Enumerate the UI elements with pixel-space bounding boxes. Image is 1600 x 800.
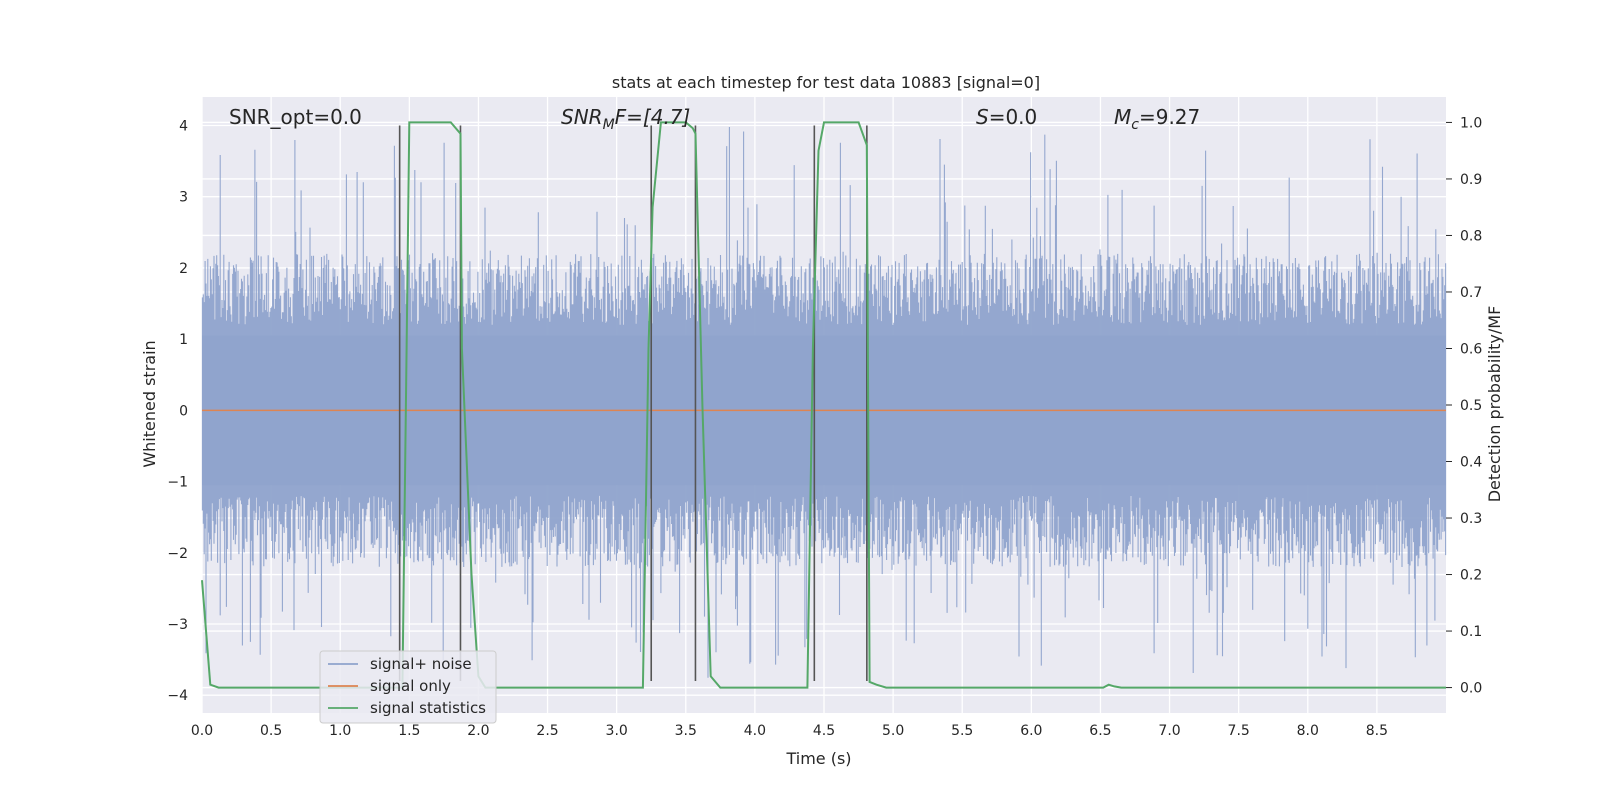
annotation-snr-opt: SNR_opt=0.0 [229, 105, 362, 129]
x-tick-label: 1.5 [398, 723, 420, 739]
x-tick-label: 6.0 [1020, 723, 1042, 739]
y-tick-label: 2 [179, 261, 188, 277]
annotation-s: S=0.0 [976, 105, 1037, 129]
series-signal-statistics [201, 121, 1446, 689]
y-tick-label: −4 [167, 688, 188, 704]
x-tick-label: 5.0 [882, 723, 904, 739]
y-right-tick-label: 0.4 [1460, 455, 1482, 471]
x-tick-label: 7.0 [1158, 723, 1180, 739]
x-tick-label: 2.5 [536, 723, 558, 739]
signal-statistics-line [201, 121, 1446, 689]
x-tick-label: 4.0 [744, 723, 766, 739]
legend-box [319, 650, 497, 724]
x-tick-label: 0.0 [191, 723, 213, 739]
chart-title: stats at each timestep for test data 108… [612, 73, 1040, 92]
x-tick-label: 8.5 [1366, 723, 1388, 739]
x-tick-label: 5.5 [951, 723, 973, 739]
y-right-tick-label: 0.1 [1460, 624, 1482, 640]
annotation-snr-mf: SNRMF=[4.7] [561, 105, 690, 133]
x-axis-label: Time (s) [785, 749, 851, 768]
annotation-s-rest: =0.0 [989, 105, 1038, 129]
y-right-tick-label: 0.9 [1460, 172, 1482, 188]
annotation-snr-mf-sub: M [603, 117, 615, 133]
x-tick-label: 3.0 [606, 723, 628, 739]
legend-label-signal: signal only [370, 677, 451, 695]
x-tick-label: 0.5 [260, 723, 282, 739]
annotation-mc-base: M [1114, 105, 1131, 129]
legend-label-stats: signal statistics [370, 699, 486, 717]
annotation-mc: Mc=9.27 [1114, 105, 1200, 133]
y-tick-label: −2 [167, 546, 188, 562]
x-tick-label: 3.5 [675, 723, 697, 739]
y-tick-label: −3 [167, 617, 188, 633]
y-right-tick-label: 0.7 [1460, 285, 1482, 301]
y-tick-label: −1 [167, 475, 188, 491]
legend: signal+ noise signal only signal statist… [319, 650, 497, 724]
x-tick-label: 7.5 [1228, 723, 1250, 739]
annotation-s-italic: S [976, 105, 989, 129]
legend-label-noise: signal+ noise [370, 655, 472, 673]
y-axis-label: Whitened strain [140, 340, 159, 467]
annotation-mc-sub: c [1131, 117, 1139, 133]
annotation-snr-mf-rest: F=[4.7] [615, 105, 691, 129]
y-tick-label: 1 [179, 332, 188, 348]
annotation-snr-mf-base: SNR [561, 105, 603, 129]
y-right-tick-label: 0.2 [1460, 568, 1482, 584]
axis-ticks: 0.0 0.5 1.0 1.5 2.0 2.5 3.0 3.5 4.0 4.5 5.0 5.5 6.0 6… [167, 115, 1482, 739]
annotation-mc-rest: =9.27 [1139, 105, 1200, 129]
y-right-tick-label: 1.0 [1460, 115, 1482, 131]
x-tick-label: 8.0 [1297, 723, 1319, 739]
y-tick-label: 3 [179, 190, 188, 206]
y-tick-label: 0 [179, 403, 188, 419]
y-right-tick-label: 0.3 [1460, 511, 1482, 527]
x-tick-label: 2.0 [467, 723, 489, 739]
x-tick-label: 4.5 [813, 723, 835, 739]
y-right-tick-label: 0.8 [1460, 228, 1482, 244]
y-right-tick-label: 0.6 [1460, 341, 1482, 357]
y-right-axis-label: Detection probability/MF [1485, 306, 1504, 503]
x-tick-label: 1.0 [329, 723, 351, 739]
y-right-tick-label: 0.0 [1460, 681, 1482, 697]
y-right-tick-label: 0.5 [1460, 398, 1482, 414]
y-tick-label: 4 [179, 118, 188, 134]
x-tick-label: 6.5 [1089, 723, 1111, 739]
